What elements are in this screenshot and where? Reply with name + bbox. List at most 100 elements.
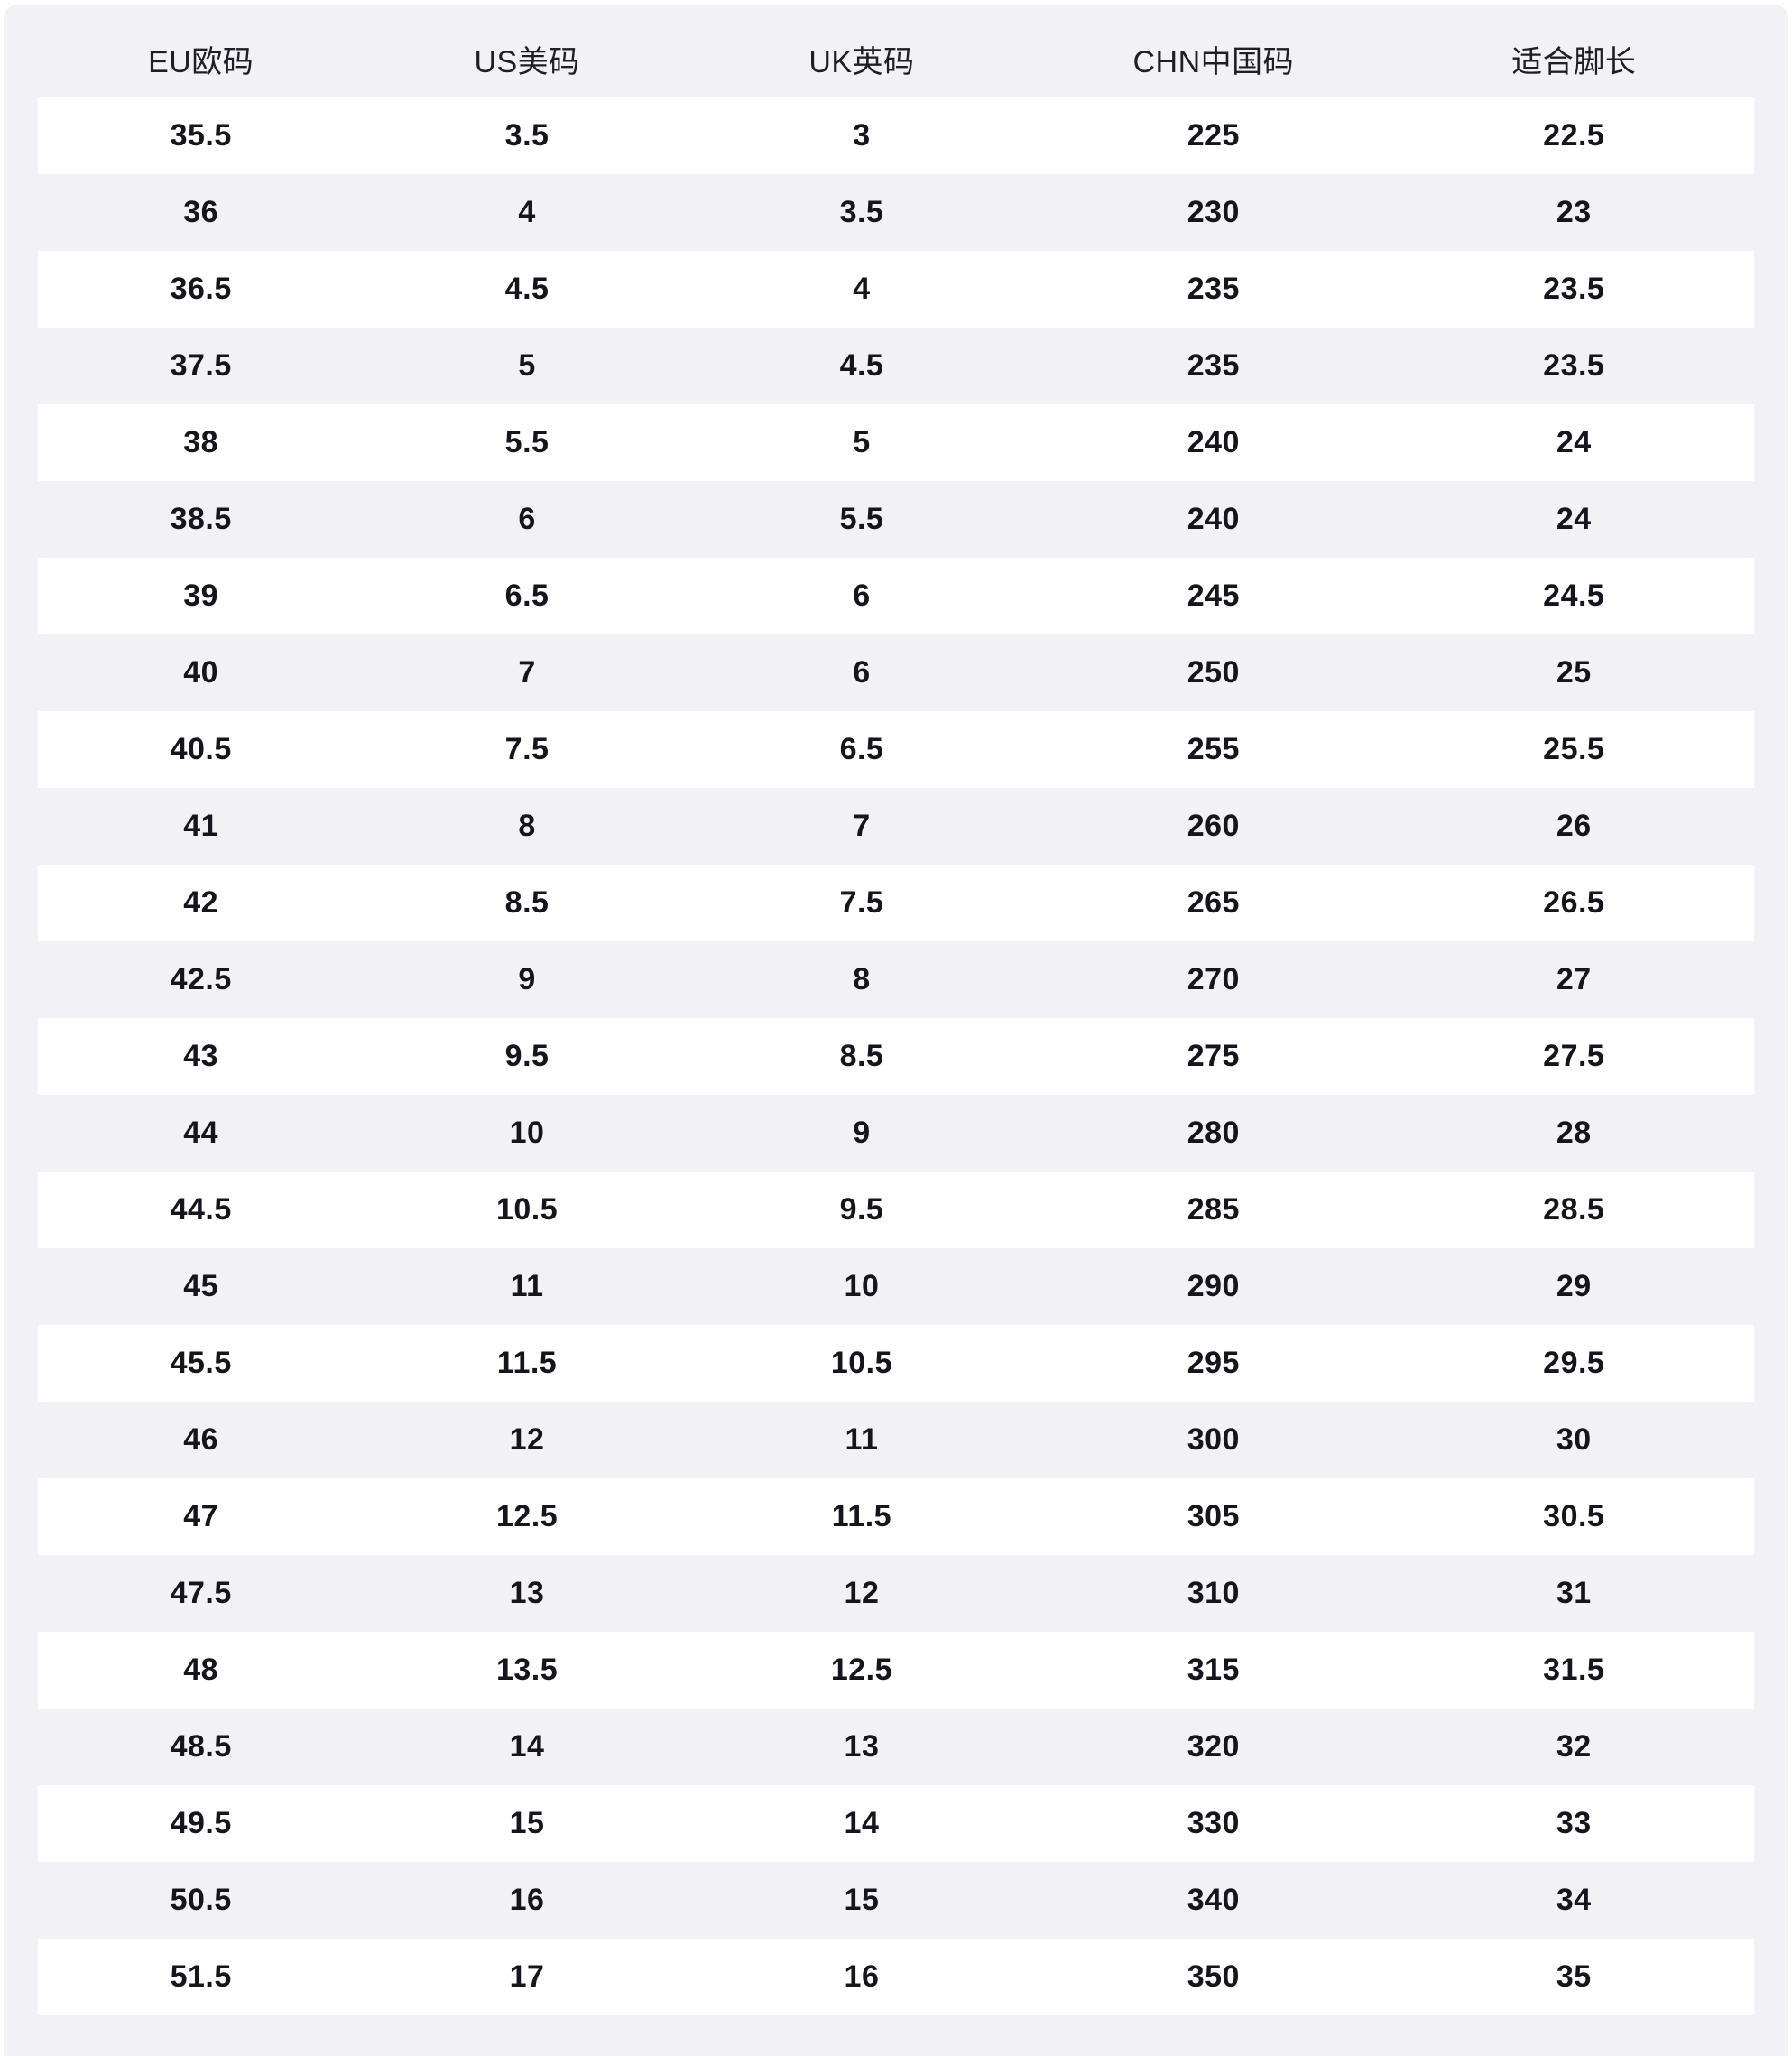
cell-uk-size: 8.5 [839,1039,884,1073]
cell-chn-size: 330 [1187,1806,1240,1840]
cell-chn-size: 320 [1187,1729,1240,1764]
table-row: 47 12.5 11.5 305 30.5 [38,1478,1754,1555]
cell-foot-length: 24.5 [1543,579,1605,613]
cell-uk-size: 6 [853,655,871,690]
cell-eu-size: 47 [183,1499,219,1533]
cell-us-size: 5 [518,348,536,383]
cell-foot-length: 24 [1556,502,1592,536]
cell-chn-size: 265 [1187,885,1240,920]
cell-us-size: 12 [509,1422,545,1457]
table-row: 41 8 7 260 26 [38,788,1754,865]
cell-uk-size: 6.5 [839,732,884,766]
cell-us-size: 13 [509,1576,545,1610]
cell-eu-size: 45 [183,1269,219,1303]
cell-uk-size: 7.5 [839,885,884,920]
cell-eu-size: 37.5 [170,348,232,383]
cell-chn-size: 255 [1187,732,1240,766]
cell-chn-size: 270 [1187,962,1240,996]
cell-eu-size: 36.5 [170,272,232,306]
cell-foot-length: 29 [1556,1269,1592,1303]
cell-chn-size: 240 [1187,502,1240,536]
cell-eu-size: 41 [183,809,219,843]
cell-uk-size: 10 [844,1269,880,1303]
cell-chn-size: 240 [1187,425,1240,459]
cell-us-size: 11 [510,1269,544,1303]
table-row: 50.5 16 15 340 34 [38,1862,1754,1939]
table-row: 44.5 10.5 9.5 285 28.5 [38,1172,1754,1248]
cell-uk-size: 16 [844,1959,880,1994]
cell-eu-size: 44.5 [170,1192,232,1227]
cell-us-size: 9.5 [504,1039,550,1073]
cell-foot-length: 27.5 [1543,1039,1605,1073]
cell-foot-length: 28 [1556,1116,1592,1150]
cell-chn-size: 285 [1187,1192,1240,1227]
table-row: 48 13.5 12.5 315 31.5 [38,1632,1754,1709]
cell-eu-size: 48.5 [170,1729,232,1764]
cell-chn-size: 230 [1187,195,1240,229]
cell-uk-size: 14 [844,1806,880,1840]
cell-eu-size: 39 [183,579,219,613]
table-header-row: EU欧码 US美码 UK英码 CHN中国码 适合脚长 [38,20,1754,97]
cell-foot-length: 31 [1556,1576,1592,1610]
cell-uk-size: 12.5 [830,1653,893,1687]
cell-us-size: 8 [518,809,536,843]
cell-us-size: 14 [509,1729,545,1764]
cell-us-size: 12.5 [495,1499,559,1533]
cell-foot-length: 31.5 [1543,1653,1605,1687]
cell-uk-size: 11 [845,1422,879,1457]
cell-us-size: 16 [509,1883,545,1917]
table-row: 45.5 11.5 10.5 295 29.5 [38,1325,1754,1402]
cell-foot-length: 22.5 [1543,118,1605,153]
table-row: 47.5 13 12 310 31 [38,1555,1754,1632]
cell-us-size: 7 [518,655,536,690]
table-row: 51.5 17 16 350 35 [38,1939,1754,2015]
table-row: 36.5 4.5 4 235 23.5 [38,251,1754,328]
cell-foot-length: 23.5 [1543,272,1605,306]
cell-chn-size: 305 [1187,1499,1240,1533]
cell-eu-size: 46 [183,1422,219,1457]
cell-uk-size: 11.5 [831,1499,892,1533]
cell-foot-length: 25.5 [1543,732,1605,766]
cell-foot-length: 30.5 [1543,1499,1605,1533]
cell-us-size: 7.5 [504,732,550,766]
cell-chn-size: 290 [1187,1269,1240,1303]
cell-uk-size: 9.5 [839,1192,884,1227]
cell-us-size: 6.5 [504,579,550,613]
table-row: 45 11 10 290 29 [38,1248,1754,1325]
cell-eu-size: 36 [183,195,219,229]
cell-foot-length: 28.5 [1543,1192,1605,1227]
column-header-eu-size: EU欧码 [148,44,254,79]
table-row: 35.5 3.5 3 225 22.5 [38,97,1754,174]
cell-chn-size: 310 [1187,1576,1240,1610]
cell-uk-size: 5 [853,425,871,459]
cell-uk-size: 4 [853,272,871,306]
cell-chn-size: 260 [1187,809,1240,843]
cell-foot-length: 34 [1556,1883,1592,1917]
cell-foot-length: 26.5 [1543,885,1605,920]
table-row: 39 6.5 6 245 24.5 [38,558,1754,634]
cell-foot-length: 30 [1556,1422,1592,1457]
cell-eu-size: 42 [183,885,219,920]
cell-foot-length: 23.5 [1543,348,1605,383]
cell-chn-size: 280 [1187,1116,1240,1150]
cell-uk-size: 4.5 [839,348,884,383]
cell-us-size: 10 [509,1116,545,1150]
cell-uk-size: 13 [844,1729,880,1764]
cell-eu-size: 40 [183,655,219,690]
table-row: 42.5 9 8 270 27 [38,941,1754,1018]
table-row: 38.5 6 5.5 240 24 [38,481,1754,558]
column-header-chn-size: CHN中国码 [1132,44,1295,79]
cell-eu-size: 49.5 [170,1806,232,1840]
cell-eu-size: 43 [183,1039,219,1073]
table-row: 46 12 11 300 30 [38,1402,1754,1478]
cell-foot-length: 35 [1556,1959,1592,1994]
cell-us-size: 11.5 [496,1346,558,1380]
cell-us-size: 4.5 [504,272,550,306]
table-row: 36 4 3.5 230 23 [38,174,1754,251]
cell-us-size: 10.5 [495,1192,559,1227]
cell-chn-size: 250 [1187,655,1240,690]
cell-eu-size: 50.5 [170,1883,232,1917]
cell-uk-size: 7 [853,809,871,843]
table-row: 38 5.5 5 240 24 [38,404,1754,481]
